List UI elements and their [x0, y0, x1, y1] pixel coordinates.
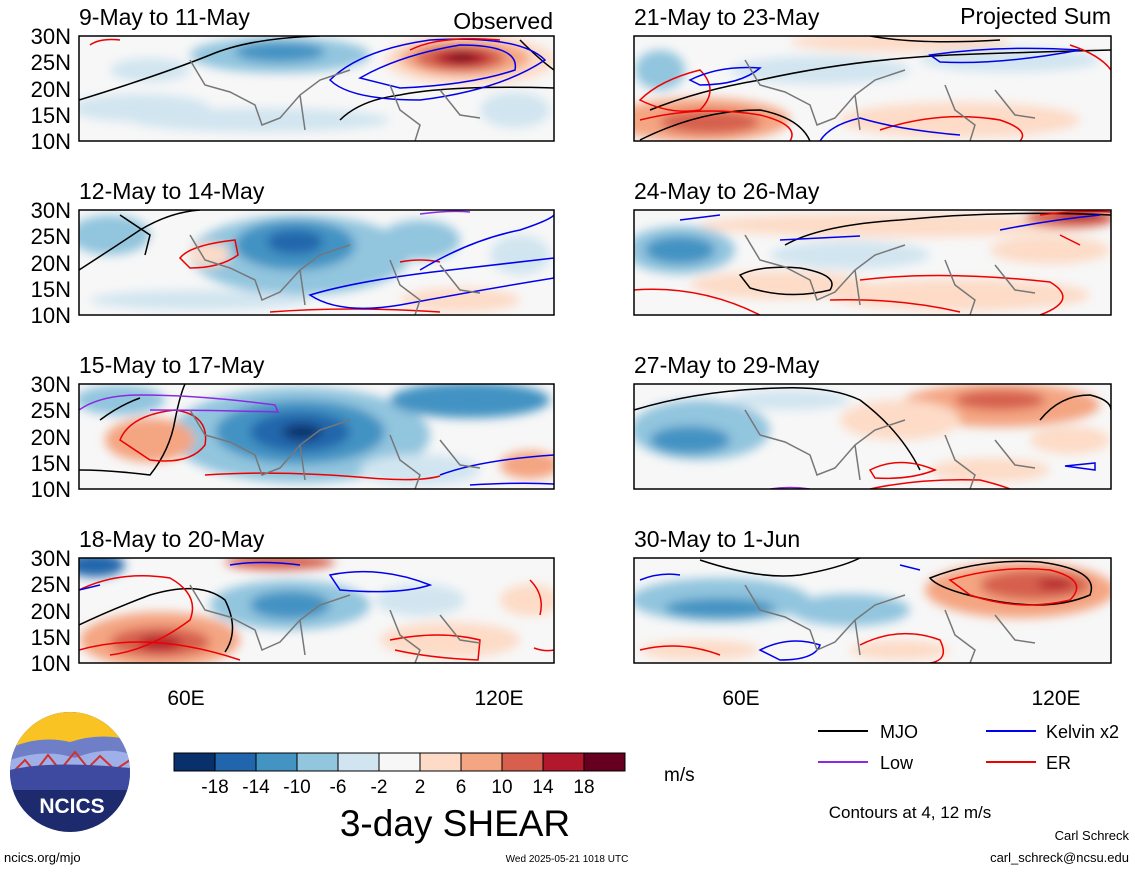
colorbar-swatch [419, 752, 462, 772]
panel-title-1: 9-May to 11-May [79, 4, 250, 30]
panel-title-6: 24-May to 26-May [634, 178, 820, 204]
colorbar-swatch [583, 752, 626, 772]
legend-label-kelvin: Kelvin x2 [1046, 722, 1119, 742]
shear-field [79, 384, 554, 489]
colorbar-units: m/s [664, 765, 695, 786]
map-panel-4: 18-May to 20-May [78, 526, 555, 664]
panel-title-2: 12-May to 14-May [79, 178, 265, 204]
lat-label: 15N [31, 625, 71, 650]
legend-label-er: ER [1046, 753, 1071, 773]
colorbar-tick-label: -6 [330, 777, 347, 798]
site-link[interactable]: ncics.org/mjo [4, 850, 81, 865]
map-panel-1: 9-May to 11-May [78, 4, 555, 142]
lat-label: 10N [31, 651, 71, 676]
colorbar-tick-label: -18 [201, 777, 228, 798]
lat-label: 10N [31, 477, 71, 502]
lat-label: 10N [31, 129, 71, 154]
panel-title-7: 27-May to 29-May [634, 352, 820, 378]
lat-label: 20N [31, 77, 71, 102]
shear-field [634, 210, 1111, 315]
lon-label: 120E [1031, 687, 1080, 710]
lon-label: 60E [167, 687, 204, 710]
observed-label: Observed [453, 8, 553, 34]
map-panel-8: 30-May to 1-Jun [633, 526, 1112, 664]
map-panel-3: 15-May to 17-May [78, 352, 555, 490]
colorbar-swatch [542, 752, 585, 772]
lat-label: 15N [31, 451, 71, 476]
lat-label: 20N [31, 599, 71, 624]
lat-label: 25N [31, 572, 71, 597]
panel-title-4: 18-May to 20-May [79, 526, 265, 552]
colorbar-swatch [296, 752, 339, 772]
colorbar-tick-label: -10 [283, 777, 310, 798]
shear-field [79, 558, 554, 663]
timestamp: Wed 2025-05-21 1018 UTC [506, 854, 629, 865]
colorbar-title: 3-day SHEAR [340, 803, 570, 844]
projected-label: Projected Sum [960, 3, 1111, 29]
lat-label: 15N [31, 277, 71, 302]
lon-label: 60E [722, 687, 759, 710]
colorbar-tick-label: 14 [532, 777, 554, 798]
panel-title-3: 15-May to 17-May [79, 352, 265, 378]
ncics-logo: NCICS [10, 712, 130, 832]
shear-field [634, 384, 1111, 489]
map-panel-6: 24-May to 26-May [633, 178, 1112, 316]
shear-field [634, 558, 1111, 663]
colorbar: -18 -14 -10 -6 -2 2 6 10 14 18 m/s 3-day… [173, 752, 695, 844]
colorbar-swatch [378, 752, 421, 772]
shear-field [634, 36, 1111, 141]
lat-label: 20N [31, 251, 71, 276]
colorbar-swatch [460, 752, 503, 772]
contours-note: Contours at 4, 12 m/s [829, 803, 992, 822]
longitude-axis: 60E 120E 60E 120E [167, 687, 1080, 710]
colorbar-swatch [214, 752, 257, 772]
legend-label-mjo: MJO [880, 722, 918, 742]
author-name: Carl Schreck [1055, 828, 1130, 843]
panel-title-8: 30-May to 1-Jun [634, 526, 800, 552]
colorbar-swatch [337, 752, 380, 772]
colorbar-swatch [255, 752, 298, 772]
footer: ncics.org/mjo Wed 2025-05-21 1018 UTC Ca… [4, 828, 1129, 865]
map-panel-5: 21-May to 23-May [633, 4, 1112, 142]
map-panel-7: 27-May to 29-May [633, 352, 1112, 490]
colorbar-tick-label: -2 [371, 777, 388, 798]
lat-label: 25N [31, 398, 71, 423]
colorbar-tick-label: -14 [242, 777, 270, 798]
colorbar-swatch [501, 752, 544, 772]
colorbar-tick-label: 6 [456, 777, 467, 798]
colorbar-tick-label: 2 [415, 777, 426, 798]
author-email[interactable]: carl_schreck@ncsu.edu [990, 850, 1129, 865]
logo-text: NCICS [39, 795, 104, 818]
lat-label: 30N [31, 24, 71, 49]
legend-label-low: Low [880, 753, 914, 773]
shear-field [79, 210, 554, 315]
colorbar-swatches [173, 752, 626, 772]
colorbar-tick-label: 18 [573, 777, 594, 798]
latitude-axis: 30N 25N 20N 15N 10N 30N 25N 20N 15N 10N … [31, 24, 71, 676]
lat-label: 25N [31, 50, 71, 75]
lat-label: 30N [31, 198, 71, 223]
map-panel-2: 12-May to 14-May [78, 178, 555, 316]
colorbar-tick-label: 10 [491, 777, 512, 798]
lat-label: 25N [31, 224, 71, 249]
shear-field [79, 36, 554, 141]
panel-title-5: 21-May to 23-May [634, 4, 820, 30]
lat-label: 10N [31, 303, 71, 328]
lat-label: 30N [31, 546, 71, 571]
colorbar-tick-labels: -18 -14 -10 -6 -2 2 6 10 14 18 [201, 777, 594, 798]
lat-label: 15N [31, 103, 71, 128]
legend: MJO Kelvin x2 Low ER Contours at 4, 12 m… [818, 722, 1119, 822]
lat-label: 30N [31, 372, 71, 397]
lon-label: 120E [474, 687, 523, 710]
colorbar-swatch [173, 752, 216, 772]
lat-label: 20N [31, 425, 71, 450]
